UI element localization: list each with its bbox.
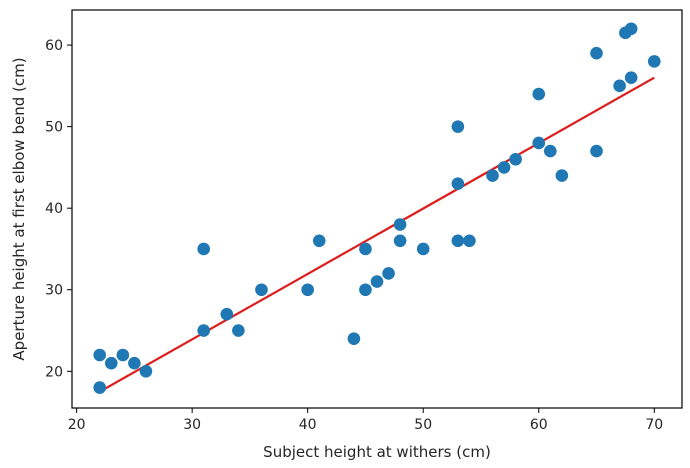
y-tick-label: 50 [45,120,63,136]
data-point [116,348,130,362]
data-point [555,169,569,182]
data-point [382,267,395,280]
plot-background [72,10,682,408]
data-point [197,242,211,256]
data-point [93,348,107,362]
x-tick-label: 30 [183,417,201,433]
x-tick-label: 60 [530,417,548,433]
fit-line-layer [99,76,655,393]
data-point [463,234,476,248]
y-axis-ticks: 20 30 40 50 60 [45,38,72,380]
data-point [359,242,372,256]
data-point [359,283,372,297]
data-point [370,275,384,288]
data-point [532,87,546,101]
y-tick-label: 20 [45,364,63,380]
data-point [624,71,638,84]
x-tick-label: 50 [414,417,432,433]
data-point [532,136,546,150]
x-axis-label: Subject height at withers (cm) [263,443,491,461]
data-point [451,177,465,191]
data-point [543,144,557,158]
data-point [486,169,499,182]
x-axis-ticks: 20 30 40 50 60 70 [68,408,663,433]
data-point [93,381,107,394]
data-point [104,356,118,370]
plot-frame [71,9,683,409]
regression-line [99,76,655,393]
data-point [128,356,141,370]
data-point [647,55,661,68]
y-tick-label: 40 [45,201,63,217]
y-tick-label: 60 [45,38,63,54]
x-tick-label: 20 [68,417,86,433]
data-point [347,332,361,345]
data-point [590,144,603,158]
data-point [416,242,430,256]
y-tick-label: 30 [45,283,63,299]
data-point [624,22,638,36]
data-point [393,234,407,248]
data-point [451,120,465,133]
data-point [590,46,603,60]
x-tick-label: 40 [299,417,317,433]
data-point [255,283,268,297]
data-point [232,324,245,337]
data-point [220,307,234,321]
data-point [451,234,465,248]
y-axis-label: Aperture height at first elbow bend (cm) [10,57,28,360]
data-point [197,324,211,337]
data-point [509,152,522,166]
points-layer [93,22,661,394]
data-point [613,79,626,93]
data-point [393,218,407,231]
data-point [139,364,153,378]
data-point [497,161,511,174]
x-tick-label: 70 [645,417,663,433]
data-point [312,234,326,248]
data-point [301,283,314,297]
